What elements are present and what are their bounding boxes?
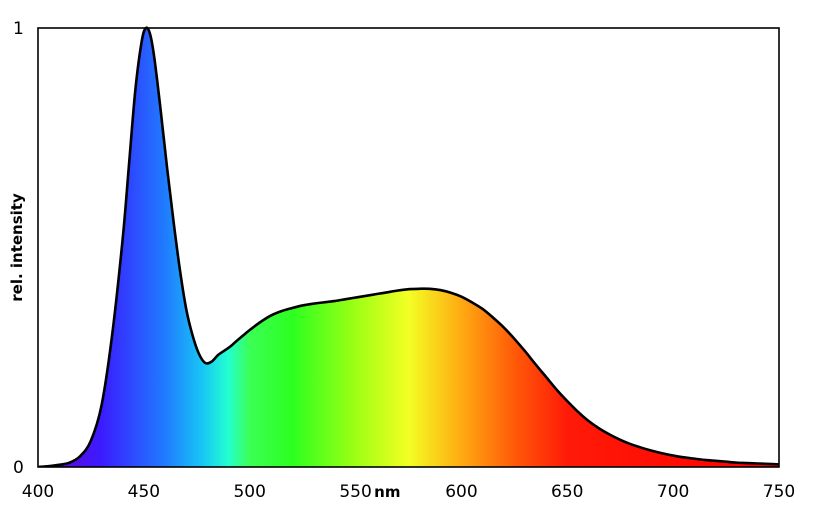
y-tick-label: 0 <box>13 458 24 478</box>
x-tick-label: 700 <box>657 482 689 502</box>
x-axis: 400 450 500 550 600 650 700 750 <box>22 482 795 502</box>
plot-frame <box>37 27 780 468</box>
x-tick-label: 750 <box>763 482 795 502</box>
x-tick-label: 400 <box>22 482 54 502</box>
spectrum-line <box>38 26 779 467</box>
spectrum-area-fill <box>38 27 779 467</box>
x-tick-label: 450 <box>128 482 160 502</box>
x-tick-label: 550 <box>339 482 371 502</box>
x-tick-label: 650 <box>551 482 583 502</box>
x-axis-title: nm <box>374 483 400 501</box>
y-axis: 01 <box>13 19 24 478</box>
x-tick-label: 600 <box>445 482 477 502</box>
y-axis-title: rel. intensity <box>8 193 26 302</box>
y-tick-label: 1 <box>13 19 24 39</box>
x-tick-label: 500 <box>233 482 265 502</box>
